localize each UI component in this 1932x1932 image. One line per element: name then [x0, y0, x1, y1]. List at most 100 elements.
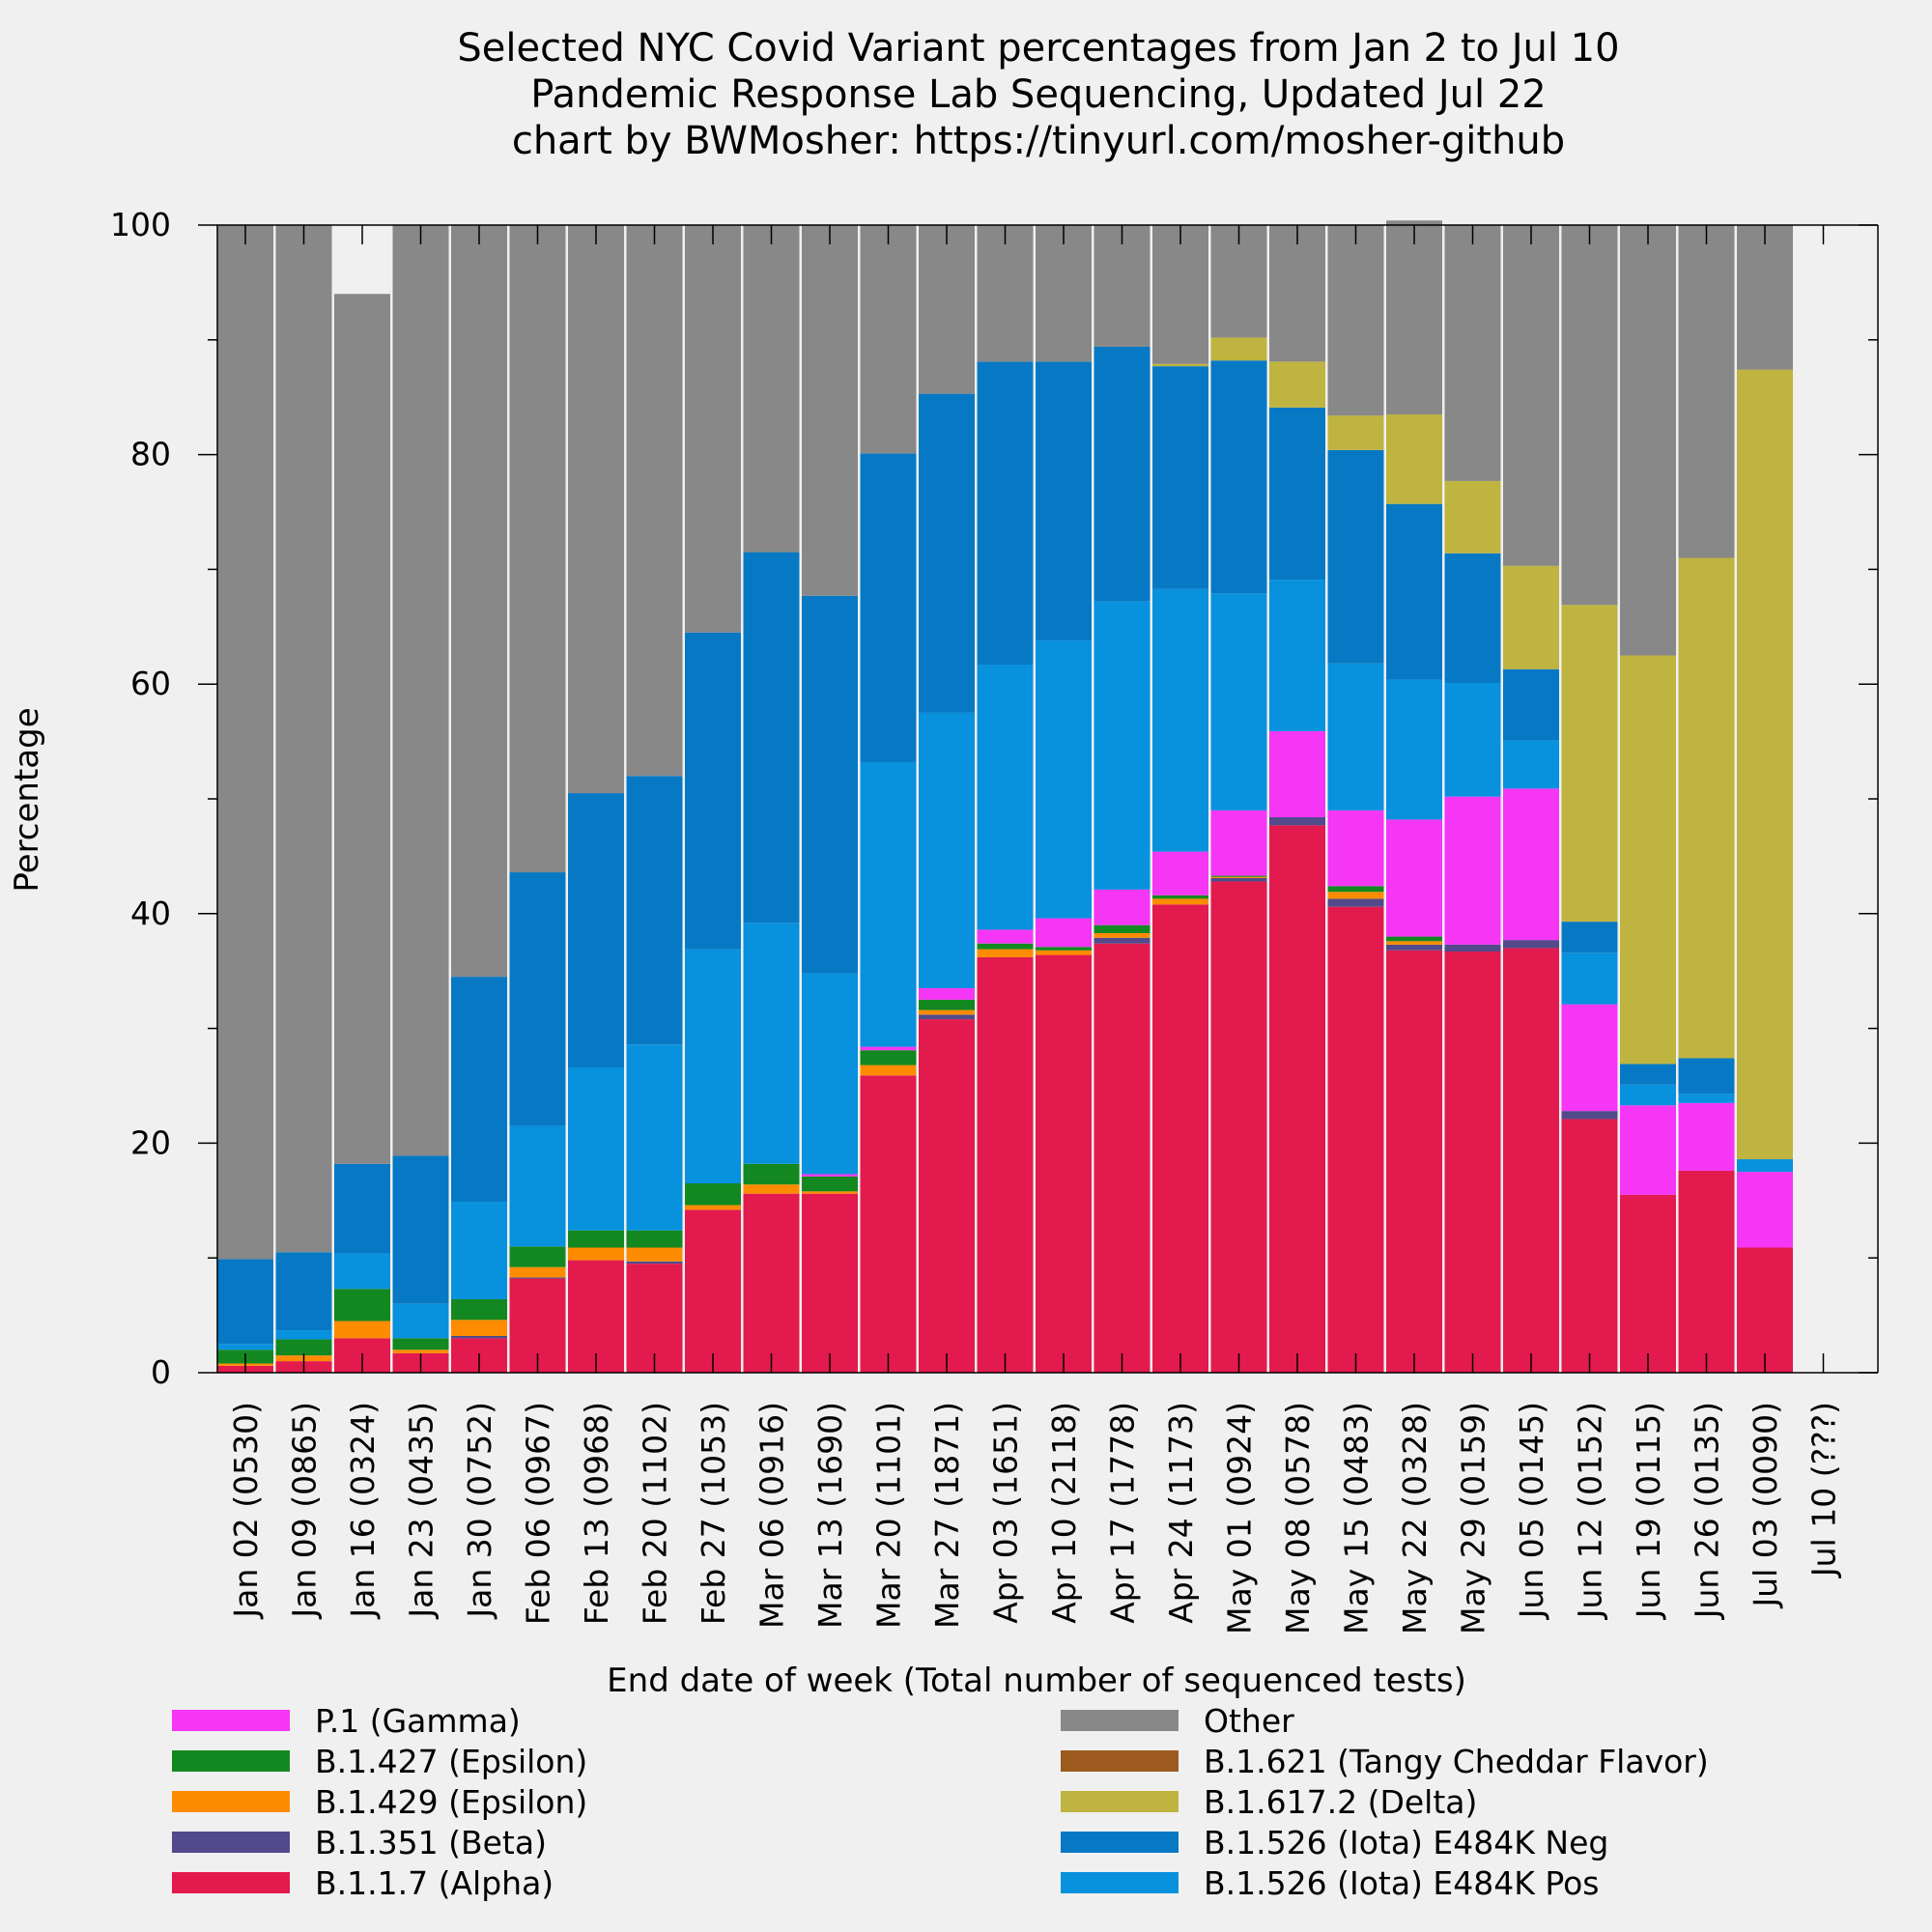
bar-segment-26-series-8 [1678, 557, 1735, 1059]
legend-swatch [1061, 1750, 1179, 1772]
bar-segment-4-series-3 [392, 1350, 449, 1353]
title-line-1: Selected NYC Covid Variant percentages f… [457, 26, 1620, 71]
bar-segment-21-series-10 [1386, 220, 1442, 415]
x-tick-label: Jun 26 (0135) [1689, 1402, 1726, 1620]
legend-item: B.1.526 (Iota) E484K Pos [1061, 1862, 1709, 1903]
bar-segment-12-series-4 [860, 1050, 917, 1065]
bar-segment-12-series-10 [860, 225, 917, 454]
bar-segment-19-series-7 [1269, 407, 1325, 581]
bar-segment-1-series-6 [217, 1344, 273, 1350]
bar-segment-16-series-10 [1094, 225, 1151, 347]
x-tick-label: Feb 27 (1053) [695, 1402, 732, 1625]
bar-segment-6-series-10 [509, 225, 566, 873]
x-tick-label: May 22 (0328) [1396, 1402, 1434, 1634]
bar-segment-8-series-4 [626, 1230, 683, 1248]
bar-segment-18-series-5 [1210, 810, 1267, 876]
bar-segment-13-series-3 [919, 1009, 975, 1015]
bar-segment-26-series-1 [1678, 1170, 1735, 1373]
y-tick-label: 100 [110, 206, 171, 243]
bar-segment-23-series-8 [1503, 565, 1559, 669]
bar-segment-23-series-2 [1503, 940, 1559, 949]
bar-segment-8-series-2 [626, 1261, 683, 1264]
x-tick-label: May 29 (0159) [1455, 1402, 1492, 1634]
bar-segment-4-series-6 [392, 1303, 449, 1339]
bar-segment-16-series-6 [1094, 601, 1151, 890]
x-tick-label: Jul 10 (???) [1805, 1402, 1843, 1578]
bar-segment-17-series-10 [1152, 225, 1208, 364]
legend-label: B.1.526 (Iota) E484K Pos [1204, 1863, 1600, 1902]
bars-group [217, 220, 1793, 1373]
bar-segment-11-series-3 [802, 1191, 858, 1194]
x-tick-label: May 15 (0483) [1338, 1402, 1376, 1634]
legend-swatch [172, 1872, 290, 1893]
legend-item: B.1.429 (Epsilon) [172, 1781, 587, 1822]
bar-segment-20-series-10 [1327, 225, 1384, 416]
bar-segment-10-series-7 [743, 552, 800, 923]
bar-segment-21-series-3 [1386, 941, 1442, 945]
bar-segment-19-series-8 [1269, 361, 1325, 408]
x-tick-label: Feb 06 (0967) [520, 1402, 557, 1625]
bar-segment-3-series-6 [334, 1253, 390, 1290]
bar-segment-18-series-6 [1210, 593, 1267, 810]
bar-segment-22-series-1 [1444, 952, 1501, 1373]
legend-swatch [172, 1791, 290, 1812]
bar-segment-3-series-10 [334, 294, 390, 1164]
bar-segment-22-series-8 [1444, 480, 1501, 554]
bar-segment-9-series-10 [685, 225, 741, 633]
bar-segment-13-series-10 [919, 225, 975, 394]
bar-segment-1-series-7 [217, 1259, 273, 1345]
bar-segment-21-series-5 [1386, 819, 1442, 937]
bar-segment-5-series-6 [451, 1201, 507, 1299]
bar-segment-21-series-2 [1386, 944, 1442, 951]
bar-segment-19-series-1 [1269, 825, 1325, 1373]
bar-segment-10-series-4 [743, 1163, 800, 1185]
x-tick-label: Jan 02 (0530) [227, 1402, 265, 1620]
legend-item: B.1.621 (Tangy Cheddar Flavor) [1061, 1741, 1709, 1781]
bar-segment-2-series-7 [275, 1252, 332, 1331]
bar-segment-12-series-3 [860, 1065, 917, 1076]
bar-segment-8-series-10 [626, 225, 683, 777]
bar-segment-20-series-5 [1327, 810, 1384, 887]
legend-label: B.1.1.7 (Alpha) [315, 1863, 554, 1902]
bar-segment-23-series-5 [1503, 788, 1559, 941]
bar-segment-11-series-6 [802, 973, 858, 1175]
legend-item: Other [1061, 1700, 1709, 1741]
bar-segment-17-series-3 [1152, 898, 1208, 905]
bar-segment-6-series-3 [509, 1266, 566, 1278]
bar-segment-18-series-7 [1210, 360, 1267, 594]
x-tick-label: Jul 03 (0090) [1747, 1402, 1784, 1609]
x-tick-label: Jun 19 (0115) [1630, 1402, 1667, 1620]
bar-segment-19-series-5 [1269, 730, 1325, 818]
bar-segment-5-series-7 [451, 977, 507, 1202]
bar-segment-24-series-5 [1561, 1004, 1618, 1112]
bar-segment-25-series-6 [1620, 1084, 1676, 1106]
bar-segment-20-series-4 [1327, 886, 1384, 893]
bar-segment-6-series-6 [509, 1125, 566, 1247]
legend-item: B.1.427 (Epsilon) [172, 1741, 587, 1781]
x-tick-label: Feb 13 (0968) [578, 1402, 615, 1625]
bar-segment-21-series-1 [1386, 950, 1442, 1373]
bar-segment-14-series-5 [977, 929, 1034, 944]
bar-segment-11-series-5 [802, 1174, 858, 1177]
bar-segment-19-series-10 [1269, 225, 1325, 362]
bar-segment-12-series-6 [860, 761, 917, 1047]
x-tick-label: Apr 24 (1173) [1162, 1402, 1200, 1624]
legend-label: B.1.617.2 (Delta) [1204, 1782, 1478, 1821]
bar-segment-24-series-1 [1561, 1119, 1618, 1373]
bar-segment-4-series-10 [392, 225, 449, 1156]
bar-segment-18-series-4 [1210, 875, 1267, 877]
bar-segment-5-series-10 [451, 225, 507, 978]
bar-segment-12-series-7 [860, 453, 917, 762]
bar-segment-10-series-6 [743, 923, 800, 1164]
bar-segment-15-series-6 [1036, 640, 1092, 919]
bar-segment-8-series-7 [626, 776, 683, 1045]
x-tick-label: Mar 27 (1871) [928, 1402, 966, 1629]
bar-segment-3-series-7 [334, 1163, 390, 1254]
title-line-3: chart by BWMosher: https://tinyurl.com/m… [511, 119, 1566, 163]
bar-segment-15-series-10 [1036, 225, 1092, 362]
y-tick-label: 0 [151, 1353, 171, 1391]
bar-segment-20-series-1 [1327, 906, 1384, 1373]
bar-segment-11-series-4 [802, 1176, 858, 1192]
bar-segment-17-series-8 [1152, 363, 1208, 367]
bar-segment-10-series-10 [743, 225, 800, 553]
